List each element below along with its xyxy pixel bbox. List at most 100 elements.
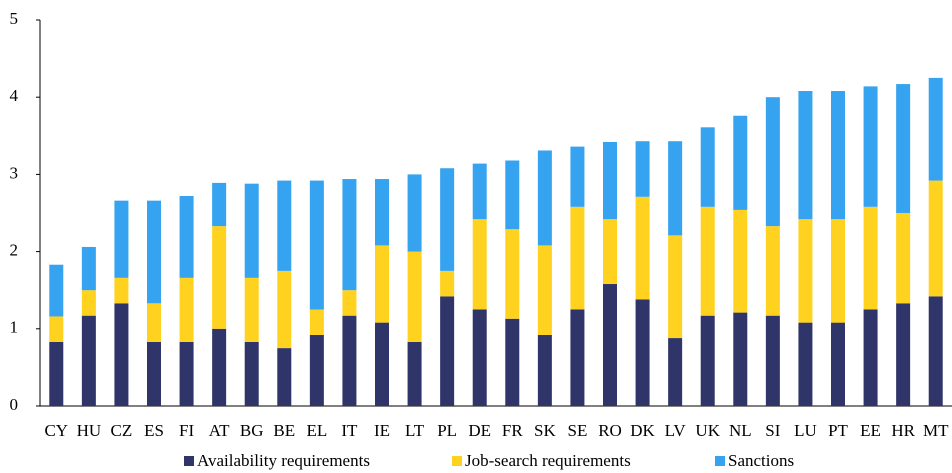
bar-segment bbox=[49, 316, 64, 342]
bar-segment bbox=[635, 141, 650, 197]
x-tick-label: BG bbox=[240, 421, 264, 440]
bar-segment bbox=[896, 213, 911, 304]
x-tick-label: IE bbox=[374, 421, 390, 440]
bar-segment bbox=[472, 309, 487, 406]
bar-segment bbox=[375, 322, 389, 406]
x-tick-label: LT bbox=[405, 421, 425, 440]
bar-segment bbox=[440, 296, 455, 406]
bar-segment bbox=[375, 245, 389, 323]
bar-segment bbox=[700, 127, 715, 207]
legend-label: Sanctions bbox=[728, 451, 794, 470]
x-tick-label: LV bbox=[665, 421, 687, 440]
bar-segment bbox=[244, 341, 259, 406]
x-tick-label: LU bbox=[794, 421, 817, 440]
bar-segment bbox=[244, 277, 259, 342]
bar-segment bbox=[407, 251, 422, 342]
bar-segment bbox=[668, 235, 683, 339]
bar-segment bbox=[342, 315, 357, 406]
bar-segment bbox=[277, 180, 292, 271]
bar-segment bbox=[212, 328, 227, 406]
bar-segment bbox=[733, 209, 748, 313]
bar-segment bbox=[505, 229, 520, 319]
x-tick-label: RO bbox=[598, 421, 622, 440]
y-tick-label: 2 bbox=[10, 241, 19, 260]
x-tick-label: ES bbox=[144, 421, 164, 440]
bar-segment bbox=[342, 179, 357, 291]
bar-segment bbox=[147, 303, 161, 342]
legend-swatch bbox=[452, 456, 462, 466]
bar-segment bbox=[831, 219, 845, 323]
bar-segment bbox=[244, 183, 259, 278]
bar-segment bbox=[863, 309, 878, 406]
bar-segment bbox=[81, 246, 96, 291]
bar-segment bbox=[147, 341, 161, 406]
bar-segment bbox=[733, 312, 748, 406]
bar-segment bbox=[342, 290, 357, 316]
bar-segment bbox=[765, 315, 780, 406]
x-tick-label: FR bbox=[502, 421, 523, 440]
bar-segment bbox=[831, 322, 845, 406]
bar-segment bbox=[407, 341, 422, 406]
legend-swatch bbox=[715, 456, 725, 466]
bar-segment bbox=[570, 206, 585, 310]
y-tick-label: 4 bbox=[10, 86, 19, 105]
x-tick-label: PT bbox=[828, 421, 848, 440]
bar-segment bbox=[635, 299, 650, 406]
x-tick-label: NL bbox=[729, 421, 752, 440]
y-tick-label: 5 bbox=[10, 9, 19, 28]
bar-segment bbox=[49, 341, 64, 406]
bar-segment bbox=[49, 264, 64, 317]
bar-segment bbox=[831, 91, 845, 220]
bar-segment bbox=[440, 270, 455, 297]
y-tick-label: 0 bbox=[10, 395, 19, 414]
x-tick-label: AT bbox=[209, 421, 230, 440]
bar-segment bbox=[309, 309, 324, 335]
x-tick-label: EL bbox=[306, 421, 327, 440]
x-tick-label: MT bbox=[923, 421, 949, 440]
bar-segment bbox=[733, 115, 748, 210]
bar-segment bbox=[765, 97, 780, 227]
bar-segment bbox=[472, 219, 487, 310]
bar-segment bbox=[212, 182, 227, 227]
bar-segment bbox=[179, 341, 194, 406]
x-tick-label: SE bbox=[568, 421, 588, 440]
bar-segment bbox=[114, 200, 129, 278]
bar-segment bbox=[896, 84, 911, 214]
bar-segment bbox=[472, 163, 487, 220]
bar-segment bbox=[570, 309, 585, 406]
x-tick-label: HR bbox=[891, 421, 915, 440]
x-tick-label: DE bbox=[468, 421, 491, 440]
legend-label: Availability requirements bbox=[197, 451, 370, 470]
bar-segment bbox=[114, 277, 129, 304]
bar-segment bbox=[505, 318, 520, 406]
bar-segment bbox=[81, 315, 96, 406]
bar-segment bbox=[765, 226, 780, 316]
bar-segment bbox=[635, 196, 650, 300]
bar-segment bbox=[928, 77, 943, 181]
bar-segment bbox=[81, 290, 96, 316]
bar-segment bbox=[668, 141, 683, 236]
bar-segment bbox=[505, 160, 520, 230]
x-tick-label: CZ bbox=[111, 421, 133, 440]
bar-segment bbox=[179, 196, 194, 278]
bar-segment bbox=[603, 141, 617, 220]
bar-segment bbox=[896, 303, 911, 406]
x-tick-label: SI bbox=[765, 421, 780, 440]
y-tick-label: 1 bbox=[10, 318, 19, 337]
x-tick-label: CY bbox=[44, 421, 68, 440]
bar-segment bbox=[114, 303, 129, 406]
bar-segment bbox=[570, 146, 585, 207]
x-tick-label: HU bbox=[77, 421, 102, 440]
bar-segment bbox=[212, 226, 227, 329]
bar-segment bbox=[537, 150, 552, 246]
bar-segment bbox=[700, 315, 715, 406]
bar-segment bbox=[407, 174, 422, 252]
x-tick-label: IT bbox=[341, 421, 358, 440]
bar-segment bbox=[537, 245, 552, 335]
bar-segment bbox=[440, 168, 455, 271]
legend-swatch bbox=[184, 456, 194, 466]
bar-segment bbox=[147, 200, 161, 304]
bar-segment bbox=[277, 270, 292, 349]
bar-segment bbox=[309, 180, 324, 310]
